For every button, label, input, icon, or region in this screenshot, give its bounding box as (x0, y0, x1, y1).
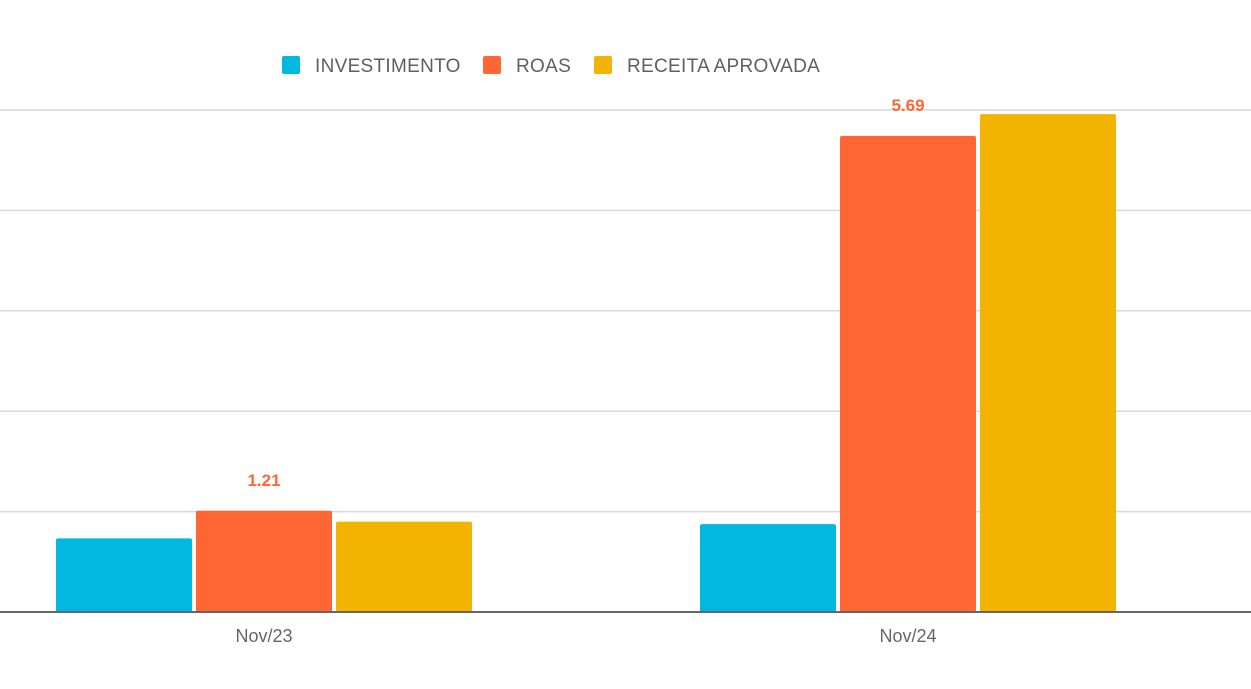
x-tick-label: Nov/24 (879, 626, 936, 646)
bar-receita-aprovada-nov-23[interactable] (336, 521, 472, 612)
data-label-roas-nov-23: 1.21 (247, 471, 280, 490)
legend-item-roas[interactable]: ROAS (483, 56, 571, 77)
legend-swatch (483, 56, 501, 74)
data-label-roas-nov-24: 5.69 (891, 96, 924, 115)
legend-item-receita-aprovada[interactable]: RECEITA APROVADA (594, 56, 820, 77)
legend-swatch (594, 56, 612, 74)
bars (56, 114, 1116, 613)
bar-roas-nov-24[interactable] (840, 135, 976, 613)
bar-receita-aprovada-nov-24[interactable] (980, 114, 1116, 612)
data-labels: 1.21 5.69 (247, 96, 924, 490)
bar-investimento-nov-24[interactable] (700, 524, 836, 612)
legend-label: ROAS (516, 56, 571, 77)
bar-roas-nov-23[interactable] (196, 510, 332, 612)
legend-label: INVESTIMENTO (315, 56, 461, 77)
x-tick-label: Nov/23 (235, 626, 292, 646)
legend-swatch (282, 56, 300, 74)
x-axis-tick-labels: Nov/23 Nov/24 (235, 626, 936, 646)
legend-item-investimento[interactable]: INVESTIMENTO (282, 56, 461, 77)
legend[interactable]: INVESTIMENTO ROAS RECEITA APROVADA (282, 56, 820, 77)
bar-investimento-nov-23[interactable] (56, 538, 192, 612)
legend-label: RECEITA APROVADA (627, 56, 820, 77)
